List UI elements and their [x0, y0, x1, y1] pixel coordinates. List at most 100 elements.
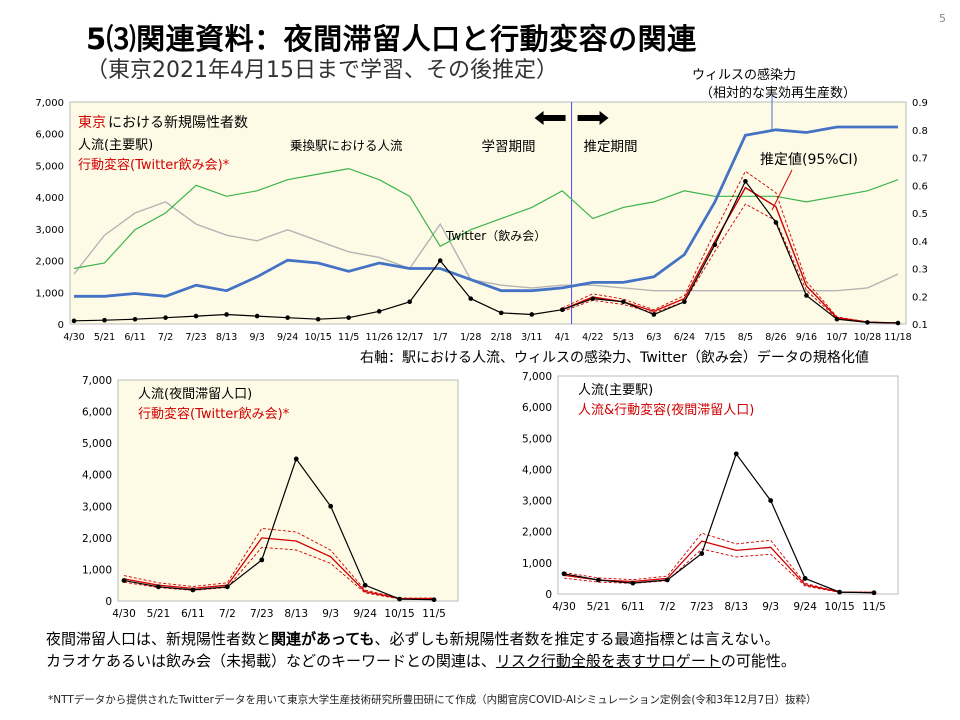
page-subtitle: （東京2021年4月15日まで学習、その後推定）: [86, 58, 558, 83]
y-tick-left: 3,000: [35, 225, 64, 236]
cases-point: [712, 242, 718, 248]
plot-area: [117, 379, 459, 602]
x-tick: 7/2: [219, 608, 236, 620]
x-tick: 1/7: [433, 332, 448, 343]
station-flow-line: [73, 167, 899, 270]
y-tick: 3,000: [82, 501, 112, 513]
x-tick: 8/13: [284, 608, 308, 620]
x-tick: 5/13: [613, 332, 634, 343]
legend-flow: 人流(主要駅): [78, 138, 153, 153]
legend-line-2: 人流&行動変容(夜間滞留人口): [578, 402, 754, 418]
x-tick: 7/2: [158, 332, 173, 343]
y-tick: 5,000: [522, 433, 552, 445]
cases-point: [224, 312, 229, 317]
x-tick: 6/11: [124, 332, 145, 343]
x-tick: 5/21: [587, 601, 611, 613]
cases-point: [529, 312, 535, 317]
x-tick: 10/15: [384, 608, 414, 620]
cases-point: [346, 315, 351, 320]
cases-point: [407, 299, 413, 305]
cases-point: [651, 312, 657, 317]
x-tick: 11/5: [422, 608, 446, 620]
x-tick: 10/7: [826, 332, 847, 343]
x-tick: 5/21: [94, 332, 115, 343]
legend-behavior: 行動変容(Twitter飲み会)*: [78, 157, 230, 173]
virus-label: ウィルスの感染力: [692, 68, 797, 83]
y-tick-left: 6,000: [35, 130, 64, 141]
cases-point: [630, 580, 636, 586]
cases-point: [802, 576, 808, 581]
y-tick: 4,000: [82, 470, 112, 482]
y-tick: 7,000: [82, 375, 112, 387]
y-tick-left: 0: [58, 320, 64, 331]
cases-point: [193, 313, 199, 319]
y-tick-left: 1,000: [35, 288, 64, 299]
cases-point: [596, 577, 601, 583]
x-tick: 6/24: [674, 332, 695, 343]
footnote: *NTTデータから提供されたTwitterデータを用いて東京大学生産技術研究所豊…: [48, 694, 817, 706]
x-tick: 9/16: [796, 332, 817, 343]
conclusion-text: カラオケあるいは飲み会（未掲載）などのキーワードとの関連は、: [46, 652, 496, 670]
y-tick-right: 0.3: [912, 265, 928, 276]
x-tick: 7/23: [250, 608, 274, 620]
cases-point: [699, 551, 705, 556]
legend-line-1: 人流(主要駅): [578, 383, 653, 398]
x-tick: 11/5: [862, 601, 886, 613]
y-tick-right: 0.7: [912, 154, 928, 165]
cases-point: [431, 597, 437, 603]
x-tick: 10/28: [854, 332, 881, 343]
x-tick: 4/22: [582, 332, 603, 343]
night-population-chart: 0 1,000 2,000 3,000 4,000 5,000 6,000 7,000 4/30…: [82, 375, 459, 620]
cases-point: [163, 315, 168, 320]
conclusion-line-2: カラオケあるいは飲み会（未掲載）などのキーワードとの関連は、リスク行動全般を表す…: [46, 650, 796, 671]
x-tick: 9/24: [793, 601, 817, 613]
estimate-ci-upper: [563, 532, 875, 593]
cases-point: [190, 587, 196, 593]
y-tick: 6,000: [522, 402, 552, 414]
y-tick: 0: [105, 596, 112, 608]
estimation-arrow-icon: [577, 111, 609, 125]
page-title: 5⑶関連資料：夜間滞留人口と行動変容の関連: [86, 22, 697, 56]
x-tick: 9/24: [277, 332, 298, 343]
estimation-period-label: 推定期間: [584, 139, 638, 155]
cases-point: [468, 296, 474, 301]
virus-infectivity-line: [74, 125, 898, 298]
x-tick: 12/17: [396, 332, 423, 343]
y-tick: 7,000: [522, 371, 552, 383]
cases-point: [865, 320, 870, 325]
cases-point: [362, 582, 368, 588]
estimate-pointer-line: [771, 169, 793, 211]
x-tick: 11/26: [365, 332, 392, 343]
x-tick: 11/5: [338, 332, 359, 343]
y-tick: 5,000: [82, 438, 112, 450]
estimate-ci-label: 推定値(95%CI): [760, 152, 858, 168]
y-tick: 0: [545, 589, 552, 601]
y-tick-right: 0.8: [912, 126, 928, 137]
x-tick: 9/3: [249, 332, 264, 343]
y-tick: 3,000: [522, 496, 552, 508]
x-tick: 4/30: [552, 601, 576, 613]
cases-point: [682, 299, 687, 305]
cases-point: [315, 316, 321, 322]
y-tick-right: 0.9: [912, 98, 928, 109]
x-tick: 4/30: [63, 332, 84, 343]
conclusion-text: 夜間滞留人口は、新規陽性者数と: [46, 630, 272, 648]
y-tick: 2,000: [522, 527, 552, 539]
conclusion-text: の可能性。: [720, 652, 796, 670]
cases-point: [71, 318, 77, 324]
y-tick-left: 7,000: [35, 98, 64, 109]
x-tick: 1/28: [460, 332, 481, 343]
x-tick: 7/15: [704, 332, 725, 343]
cases-point: [559, 307, 565, 313]
cases-point: [132, 316, 138, 322]
cases-point: [437, 258, 443, 263]
x-tick: 5/21: [147, 608, 171, 620]
cases-point: [733, 451, 739, 457]
y-tick-right: 0.4: [912, 237, 928, 248]
y-tick: 1,000: [522, 558, 552, 570]
right-axis-note: 右軸：駅における人流、ウィルスの感染力、Twitter（飲み会）データの規格化値: [360, 350, 869, 366]
cases-point: [664, 577, 670, 583]
main-chart: 0 1,000 2,000 3,000 4,000 5,000 6,000 7,000 0.1 0…: [35, 94, 928, 343]
cases-point: [871, 590, 877, 596]
cases-point: [834, 316, 840, 322]
